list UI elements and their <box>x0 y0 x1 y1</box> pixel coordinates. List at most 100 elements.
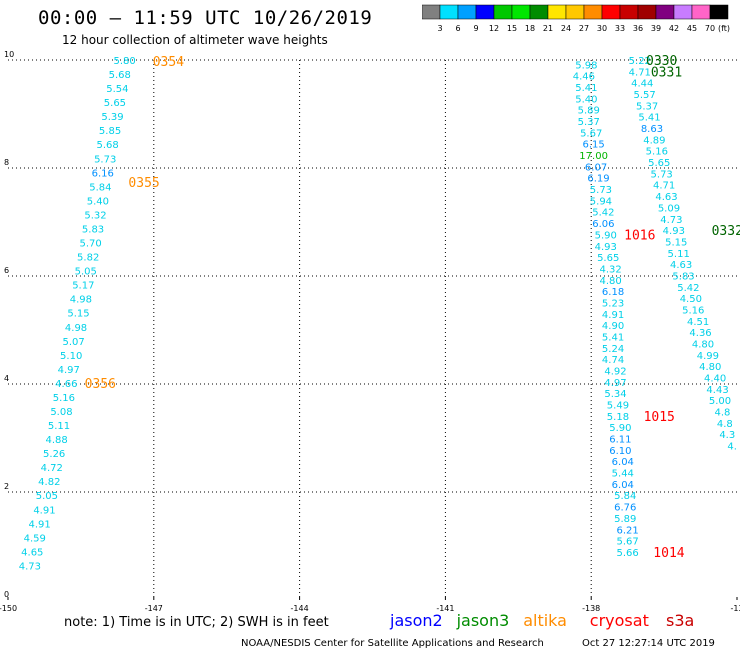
grid-lines <box>8 59 737 600</box>
footer-note: note: 1) Time is in UTC; 2) SWH is in fe… <box>64 615 329 630</box>
wave-height-value: 6.04 <box>612 457 634 468</box>
x-tick-label: -144 <box>291 604 309 613</box>
wave-height-value: 5.89 <box>578 106 600 117</box>
wave-height-value: 5.41 <box>575 83 597 94</box>
wave-height-value: 5.66 <box>617 548 639 559</box>
footer: note: 1) Time is in UTC; 2) SWH is in fe… <box>64 611 715 649</box>
pass-time-label: 0332 <box>712 224 740 239</box>
wave-height-value: 4. <box>727 442 737 453</box>
wave-height-value: 5.90 <box>609 423 631 434</box>
pass-time-label: 0330 <box>646 54 677 69</box>
color-scale-legend: 3 6 9 12 15 18 21 24 27 30 33 36 39 42 45 70 (ft) <box>422 4 730 33</box>
color-scale-tick: 3 <box>437 24 442 33</box>
wave-height-value: 5.32 <box>84 210 106 221</box>
wave-height-value: 5.16 <box>646 147 668 158</box>
wave-height-value: 5.15 <box>665 237 687 248</box>
wave-height-value: 5.41 <box>638 113 660 124</box>
wave-height-value: 5.05 <box>36 491 58 502</box>
color-scale-tick: 12 <box>489 24 499 33</box>
footer-timestamp: Oct 27 12:27:14 UTC 2019 <box>582 638 715 649</box>
wave-height-value: 6.06 <box>592 219 614 230</box>
wave-height-value: 5.42 <box>677 283 699 294</box>
wave-height-value: 4.82 <box>38 477 60 488</box>
wave-height-value: 4.71 <box>653 181 675 192</box>
color-scale-tick: 30 <box>597 24 607 33</box>
y-tick-label: 10 <box>4 50 14 59</box>
wave-height-value: 5.41 <box>602 332 624 343</box>
wave-height-value: 5.70 <box>79 239 101 250</box>
wave-height-value: 5.11 <box>668 249 690 260</box>
wave-height-value: 4.50 <box>680 294 702 305</box>
wave-height-value: 5.68 <box>96 140 118 151</box>
color-scale-tick: 45 <box>687 24 697 33</box>
color-scale-tick: 15 <box>507 24 517 33</box>
color-scale-tick: 9 <box>473 24 478 33</box>
wave-height-value: 5.23 <box>602 298 624 309</box>
x-tick-label: -13 <box>730 604 740 613</box>
wave-height-value: 6.10 <box>609 446 631 457</box>
wave-height-value: 4.8 <box>714 408 730 419</box>
wave-height-value: 4.51 <box>687 317 709 328</box>
wave-height-value: 5.67 <box>580 128 602 139</box>
wave-height-value: 4.93 <box>595 242 617 253</box>
wave-height-value: 4.98 <box>70 295 92 306</box>
wave-height-value: 4.97 <box>58 365 80 376</box>
x-tick-label: -138 <box>582 604 600 613</box>
wave-height-value: 4.8 <box>717 419 733 430</box>
wave-height-value: 4.46 <box>573 72 595 83</box>
color-scale-tick: 18 <box>525 24 535 33</box>
color-scale-tick: 6 <box>455 24 460 33</box>
axis-ticks: 0 2 4 6 8 10 -150 -147 -144 -141 -138 -13 <box>0 50 740 613</box>
wave-height-value: 5.34 <box>604 389 626 400</box>
wave-height-value: 5.82 <box>77 253 99 264</box>
wave-height-value: 5.18 <box>607 412 629 423</box>
wave-height-value: 4.73 <box>19 561 41 572</box>
wave-height-value: 5.84 <box>89 182 111 193</box>
wave-height-value: 6.15 <box>582 140 604 151</box>
chart-subtitle: 12 hour collection of altimeter wave hei… <box>62 33 328 47</box>
wave-height-value: 4.32 <box>600 264 622 275</box>
y-tick-label: 2 <box>4 482 9 491</box>
x-tick-label: -141 <box>436 604 454 613</box>
color-scale-tick: 42 <box>669 24 679 33</box>
wave-height-value: 5.11 <box>48 421 70 432</box>
wave-height-value: 4.74 <box>602 355 624 366</box>
wave-height-value: 4.71 <box>629 67 651 78</box>
wave-height-value: 5.89 <box>614 514 636 525</box>
wave-height-value: 5.80 <box>114 56 136 67</box>
satellite-legend: jason2 jason3 altika cryosat s3a <box>389 611 694 630</box>
wave-height-value: 5.65 <box>648 158 670 169</box>
wave-height-value: 4.91 <box>28 519 50 530</box>
wave-height-value: 4.90 <box>602 321 624 332</box>
y-tick-label: 4 <box>4 374 9 383</box>
wave-height-value: 5.73 <box>94 154 116 165</box>
legend-cryosat: cryosat <box>590 611 649 630</box>
wave-height-value: 5.24 <box>602 344 624 355</box>
wave-height-value: 4.93 <box>663 226 685 237</box>
wave-height-value: 4.80 <box>692 340 714 351</box>
wave-height-value: 5.40 <box>87 196 109 207</box>
wave-height-value: 6.07 <box>585 162 607 173</box>
wave-height-value: 4.65 <box>21 547 43 558</box>
wave-height-value: 4.73 <box>660 215 682 226</box>
pass-time-label: 1016 <box>624 228 655 243</box>
pass-time-label: 0354 <box>153 55 184 70</box>
x-tick-label: -147 <box>145 604 163 613</box>
wave-height-value: 5.84 <box>614 491 636 502</box>
color-scale-tick: 39 <box>651 24 661 33</box>
wave-height-value: 5.05 <box>75 267 97 278</box>
wave-height-value: 5.98 <box>575 60 597 71</box>
wave-height-value: 4.92 <box>604 367 626 378</box>
wave-height-value: 4.89 <box>643 135 665 146</box>
wave-height-value: 4.72 <box>41 463 63 474</box>
wave-height-value: 5.67 <box>617 537 639 548</box>
wave-height-value: 5.85 <box>99 126 121 137</box>
wave-height-value: 5.26 <box>43 449 65 460</box>
wave-height-value: 5.08 <box>50 407 72 418</box>
wave-height-value: 5.16 <box>682 305 704 316</box>
color-swatch <box>709 4 729 20</box>
footer-credit: NOAA/NESDIS Center for Satellite Applica… <box>241 638 544 649</box>
wave-height-value: 4.43 <box>706 385 728 396</box>
wave-height-value: 8.63 <box>641 124 663 135</box>
